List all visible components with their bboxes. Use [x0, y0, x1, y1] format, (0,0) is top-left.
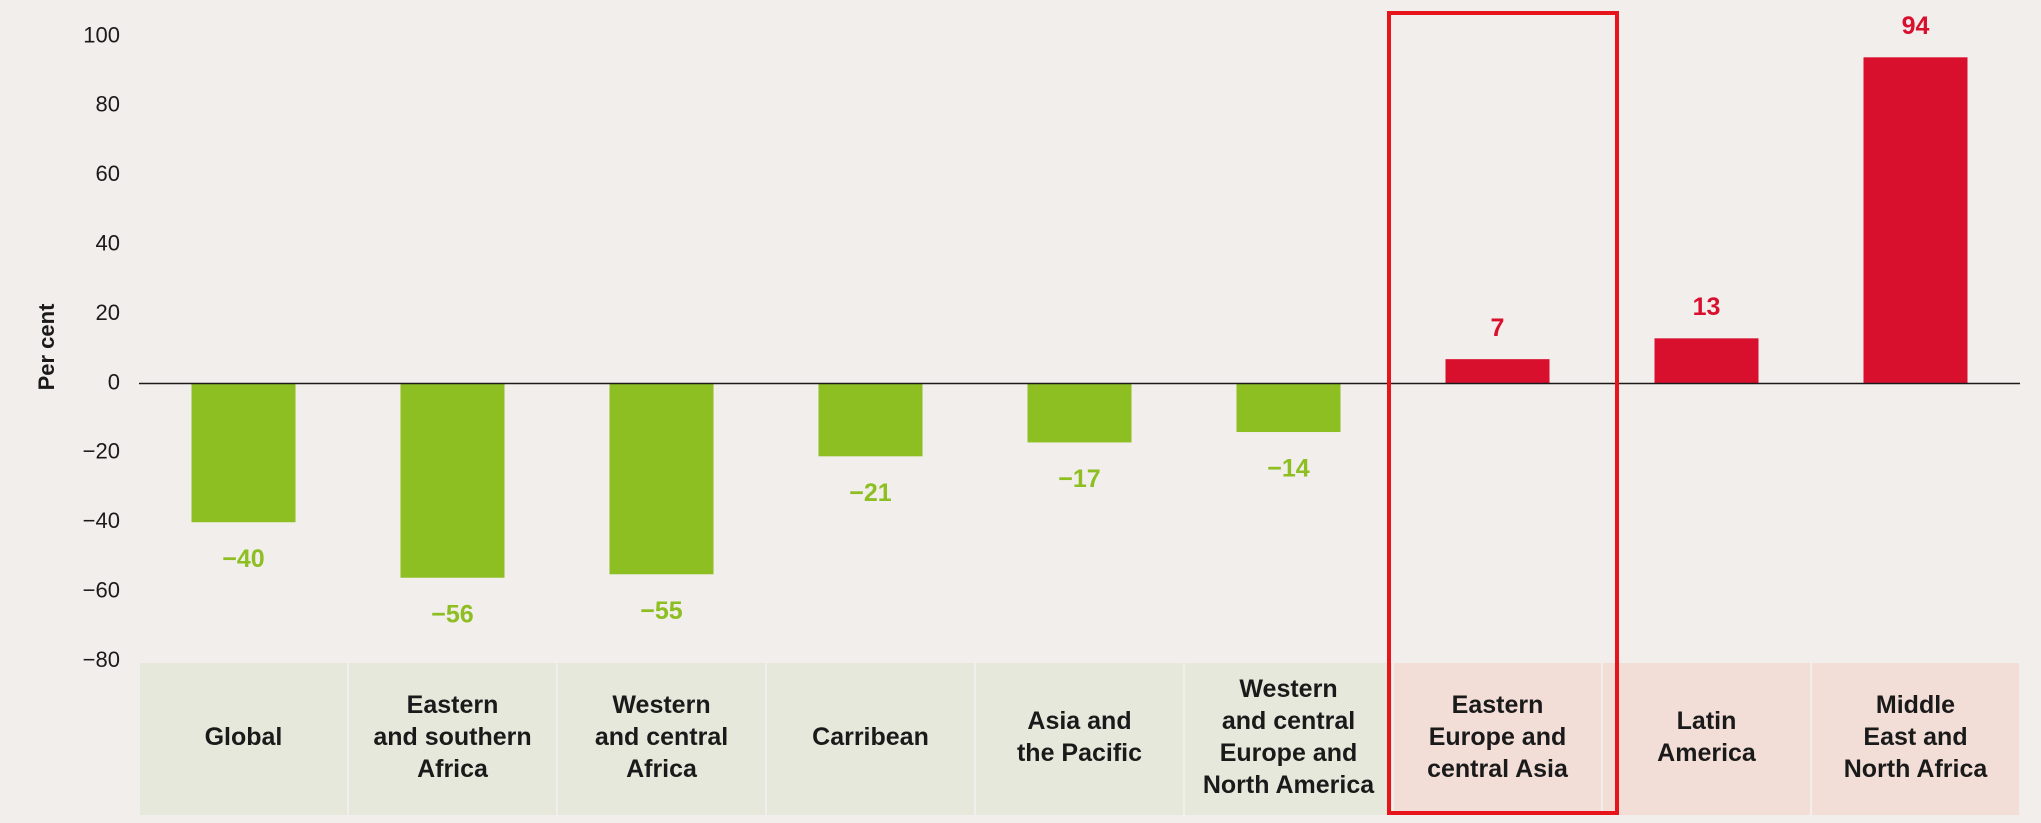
value-label: −21	[849, 479, 892, 507]
bar	[1027, 383, 1132, 443]
x-tick-label: Asia and the Pacific	[1017, 707, 1142, 767]
bar	[1654, 338, 1759, 384]
bar	[400, 383, 505, 578]
category-box	[1185, 663, 1392, 815]
y-tick-label: −80	[83, 647, 120, 672]
category-box	[1812, 663, 2019, 815]
x-tick-label: Middle East and North Africa	[1844, 691, 1989, 783]
x-tick-label: Western and central Europe and North Americ…	[1203, 675, 1375, 799]
value-label: 13	[1693, 293, 1721, 321]
y-tick-label: −40	[83, 508, 120, 533]
value-label: −56	[431, 600, 473, 628]
y-tick-label: 20	[96, 300, 120, 325]
bar	[191, 383, 296, 523]
category-box	[1394, 663, 1601, 815]
x-tick-label: Eastern and southern Africa	[373, 691, 531, 783]
category-box	[767, 663, 974, 815]
x-tick-label: Carribean	[812, 723, 929, 751]
x-tick-label: Western and central Africa	[595, 691, 728, 783]
category-box	[140, 663, 347, 815]
highlight-box	[1387, 11, 1619, 815]
y-tick-label: −60	[83, 577, 120, 602]
value-label: 7	[1491, 314, 1505, 342]
category-box	[1603, 663, 1810, 815]
bar	[1863, 57, 1968, 384]
y-tick-label: 60	[96, 161, 120, 186]
category-box	[558, 663, 765, 815]
x-tick-label: Latin America	[1657, 707, 1757, 767]
value-label: −14	[1267, 455, 1310, 483]
y-tick-label: −20	[83, 439, 120, 464]
bar	[609, 383, 714, 575]
value-label: −40	[222, 545, 264, 573]
y-tick-label: 80	[96, 92, 120, 117]
y-tick-label: 0	[108, 369, 120, 394]
x-tick-label: Global	[205, 723, 283, 751]
value-label: 94	[1902, 12, 1930, 40]
category-box	[349, 663, 556, 815]
x-tick-label: Eastern Europe and central Asia	[1427, 691, 1569, 783]
bar	[1236, 383, 1341, 433]
y-axis-label: Per cent	[34, 303, 59, 390]
value-label: −55	[640, 597, 683, 625]
bar	[1445, 359, 1550, 384]
bar	[818, 383, 923, 457]
y-tick-label: 40	[96, 230, 120, 255]
category-box	[976, 663, 1183, 815]
value-label: −17	[1058, 465, 1100, 493]
y-tick-label: 100	[83, 22, 120, 47]
